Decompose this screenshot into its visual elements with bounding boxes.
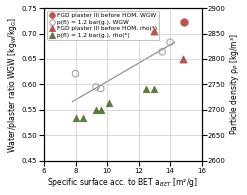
Point	[74, 117, 78, 120]
Point	[82, 117, 85, 120]
Point	[94, 85, 98, 89]
Point	[107, 101, 111, 104]
Legend: FGD plaster III before HOM, WGW, p(fl) = 1.2 bar(g.), WGW, FGD plaster III befor: FGD plaster III before HOM, WGW, p(fl) =…	[47, 11, 159, 40]
Point	[144, 88, 148, 91]
Y-axis label: Particle density ρ$_P$ [kg/m³]: Particle density ρ$_P$ [kg/m³]	[228, 34, 242, 135]
Point	[94, 108, 98, 111]
Point	[160, 50, 164, 53]
Point	[182, 57, 185, 60]
Point	[168, 41, 172, 44]
Y-axis label: Water/plaster ratio WGW [kg$_W$/kg$_G$]: Water/plaster ratio WGW [kg$_W$/kg$_G$]	[5, 16, 19, 152]
Point	[182, 21, 186, 24]
Point	[74, 72, 78, 75]
Point	[152, 88, 156, 91]
Point	[99, 108, 103, 111]
Point	[152, 29, 156, 33]
X-axis label: Specific surface acc. to BET a$_{BET}$ [m²/g]: Specific surface acc. to BET a$_{BET}$ […	[47, 176, 198, 190]
Point	[99, 87, 103, 90]
